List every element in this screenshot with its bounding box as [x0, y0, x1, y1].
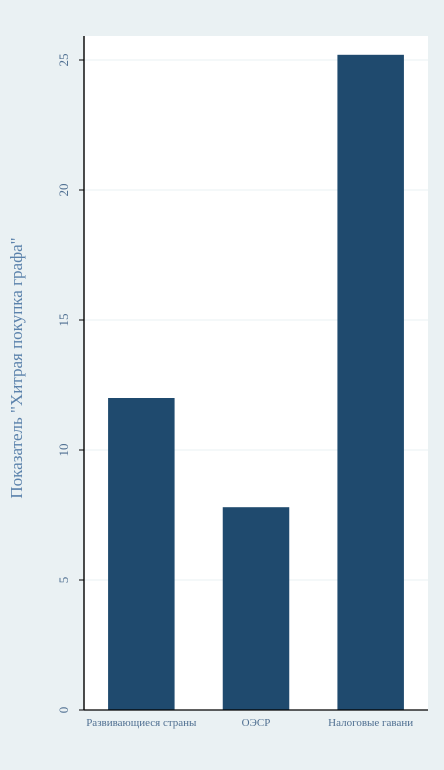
x-tick-label: ОЭСР [242, 717, 271, 729]
y-axis-label: Показатель "Хитрая покупка графа" [7, 237, 26, 498]
x-tick-labels: Развивающиеся страны ОЭСР Налоговые гавани [86, 717, 413, 729]
bar [108, 398, 175, 710]
y-tick-label: 25 [56, 54, 71, 67]
y-tick-label: 5 [56, 577, 71, 584]
bar [337, 54, 404, 711]
y-tick-labels: 0 5 10 15 20 25 [56, 54, 84, 714]
y-tick-label: 10 [56, 444, 71, 457]
bars [108, 54, 404, 711]
y-tick-label: 0 [56, 707, 71, 714]
y-tick-label: 15 [56, 314, 71, 327]
x-tick-label: Налоговые гавани [328, 717, 413, 729]
x-tick-label: Развивающиеся страны [86, 717, 197, 729]
bar [222, 507, 290, 710]
y-tick-label: 20 [56, 184, 71, 197]
